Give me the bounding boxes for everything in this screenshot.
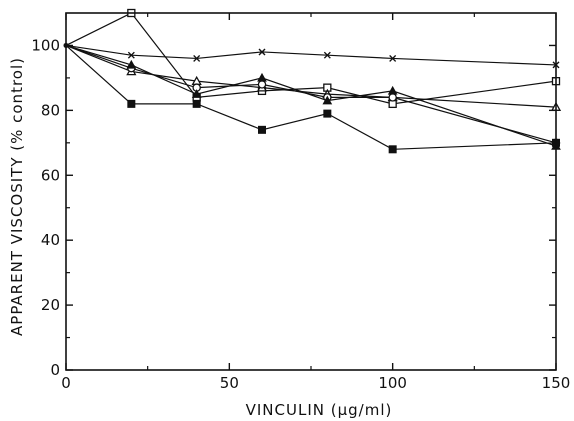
series-line — [65, 12, 557, 105]
y-tick-label: 0 — [50, 361, 60, 379]
data-point-filled-triangle — [322, 95, 333, 105]
data-point-cross — [193, 54, 201, 62]
series-x-cross — [65, 44, 560, 69]
data-point-filled-square — [258, 125, 266, 134]
series-line — [65, 44, 557, 147]
series-line — [65, 44, 557, 66]
y-tick-label: 100 — [31, 36, 60, 54]
data-point-filled-triangle — [126, 59, 137, 69]
data-point-filled-square — [127, 99, 136, 108]
data-point-filled-square — [323, 109, 332, 118]
series-line — [65, 44, 557, 144]
data-point-filled-triangle — [387, 85, 398, 95]
data-point-filled-triangle — [191, 89, 202, 98]
y-tick-label: 40 — [41, 231, 60, 249]
data-point-filled-square — [388, 145, 397, 154]
y-tick-label: 80 — [41, 101, 60, 119]
series-line — [65, 45, 557, 150]
data-point-cross — [258, 48, 266, 56]
data-point-cross — [127, 51, 135, 59]
x-tick-label: 0 — [61, 374, 71, 392]
x-tick-label: 150 — [542, 374, 571, 392]
y-tick-label: 20 — [41, 296, 60, 314]
x-tick-label: 50 — [220, 374, 239, 392]
data-point-filled-square — [192, 99, 201, 108]
data-point-filled-triangle — [257, 72, 267, 82]
series-layer — [63, 8, 562, 154]
x-axis-label: VINCULIN (μg/ml) — [246, 401, 393, 419]
plot-border — [65, 12, 557, 371]
series-filled-triangle — [65, 44, 561, 150]
data-point-cross — [389, 54, 397, 62]
data-point-open-circle — [257, 80, 267, 89]
tick-labels: 0 20 40 60 80 100 0 50 100 150 — [31, 36, 570, 392]
plot-frame — [65, 12, 557, 371]
y-tick-label: 60 — [41, 166, 60, 184]
data-point-cross — [323, 51, 331, 59]
x-tick-label: 100 — [378, 374, 407, 392]
data-point-open-circle — [388, 93, 397, 102]
y-axis-label: APPARENT VISCOSITY (% control) — [8, 57, 26, 336]
axis-ticks — [65, 13, 557, 371]
